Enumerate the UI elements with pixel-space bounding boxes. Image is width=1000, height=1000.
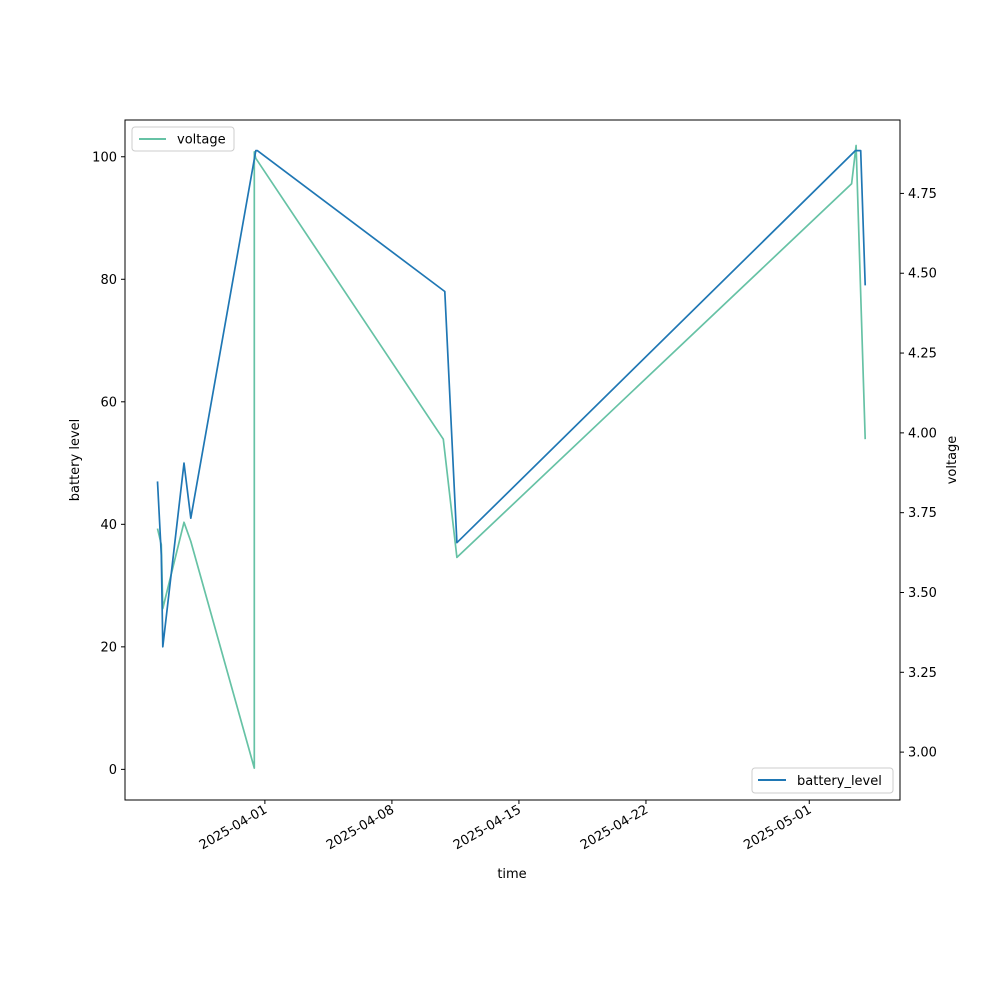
y2-tick-label: 4.50 [908, 267, 937, 282]
y-tick-label: 20 [100, 640, 117, 655]
series-layer [156, 144, 867, 769]
y-tick-label: 80 [100, 273, 117, 288]
legend-battery-level-box [751, 767, 894, 794]
legend-battery-level-label: battery_level [797, 774, 882, 789]
y2-tick-label: 3.00 [908, 746, 937, 761]
y-axis-title: battery level [68, 419, 83, 502]
series-line-battery-level [156, 149, 867, 648]
plot-frame [124, 119, 901, 801]
x-axis-title: time [497, 867, 526, 882]
y2-tick-label: 4.25 [908, 347, 937, 362]
y2-tick-label: 4.00 [908, 426, 937, 441]
y2-tick-label: 3.25 [908, 666, 937, 681]
y-tick-label: 100 [92, 150, 117, 165]
legend-voltage-label: voltage [177, 133, 226, 148]
y2-tick-label: 4.75 [908, 187, 937, 202]
legend-voltage-box [131, 126, 235, 152]
y-tick-label: 0 [109, 763, 117, 778]
y2-axis-title: voltage [945, 436, 960, 485]
legend-voltage: voltage [131, 126, 235, 152]
y2-tick-label: 3.50 [908, 586, 937, 601]
y2-tick-label: 3.75 [908, 506, 937, 521]
y-tick-label: 60 [100, 395, 117, 410]
y-tick-label: 40 [100, 518, 117, 533]
legend-battery-level: battery_level [751, 767, 894, 794]
